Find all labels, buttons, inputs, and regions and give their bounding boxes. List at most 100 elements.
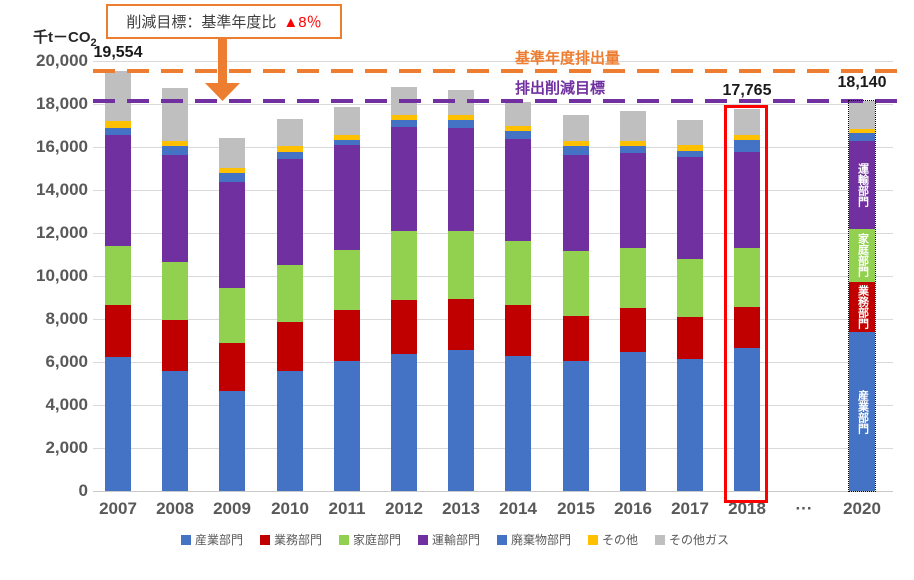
- x-tick-label: 2015: [557, 499, 595, 518]
- bar-segment: [505, 101, 531, 126]
- legend-swatch-icon: [497, 534, 507, 545]
- in-bar-segment-label: 家庭部門: [856, 233, 869, 278]
- bar-segment: [105, 304, 131, 358]
- bar-segment: [734, 139, 760, 152]
- bar-segment: [448, 127, 474, 231]
- bar-segment: [849, 128, 875, 133]
- bar-segment: [677, 259, 703, 318]
- bar-segment: [219, 168, 245, 174]
- bar-segment: [105, 245, 131, 305]
- bar-segment: [277, 322, 303, 372]
- bar-segment: [677, 317, 703, 359]
- bar-segment: [849, 132, 875, 141]
- bar-segment: [334, 310, 360, 361]
- bar-segment: [563, 250, 589, 316]
- bar-segment: [334, 145, 360, 250]
- y-tick-label: 8,000: [45, 309, 88, 328]
- bar-segment: [277, 265, 303, 323]
- bar-segment: [391, 299, 417, 354]
- bar-segment: [677, 359, 703, 491]
- value-label-2020: 18,140: [837, 74, 887, 91]
- x-tick-label: 2017: [671, 499, 709, 518]
- y-tick-label: 0: [78, 481, 88, 500]
- bar-segment: [162, 371, 188, 491]
- highlight-box-2018: [724, 105, 768, 503]
- gridline: [93, 319, 893, 320]
- y-tick-label: 12,000: [36, 223, 88, 242]
- y-tick-label: 20,000: [36, 51, 88, 70]
- down-arrow-icon: [205, 36, 240, 101]
- legend-item: 産業部門: [180, 531, 243, 548]
- bar-segment: [391, 230, 417, 300]
- x-tick-label: 2018: [728, 499, 766, 518]
- bar-segment: [734, 348, 760, 491]
- bar-segment: [219, 343, 245, 392]
- bar-segment: [677, 157, 703, 259]
- bar-segment: [219, 182, 245, 289]
- bar-segment: [334, 106, 360, 135]
- legend-swatch-icon: [259, 534, 270, 545]
- x-tick-label: 2016: [614, 499, 652, 518]
- y-tick-label: 4,000: [45, 395, 88, 414]
- x-tick-label: 2008: [156, 499, 194, 518]
- bar-segment: [563, 315, 589, 361]
- annotation-highlight-text: ▲8％: [283, 14, 322, 31]
- bar-segment: [677, 145, 703, 151]
- gridline: [93, 233, 893, 234]
- bar-segment: 産業部門: [849, 332, 875, 491]
- bar-segment: [105, 70, 131, 121]
- y-tick-label: 10,000: [36, 266, 88, 285]
- bar-segment: [677, 120, 703, 145]
- legend-label: 運輸部門: [431, 533, 480, 547]
- gridline: [93, 61, 893, 62]
- bar-segment: [620, 153, 646, 249]
- bar-segment: [162, 262, 188, 320]
- x-tick-label: ···: [795, 499, 813, 518]
- bar-segment: [105, 128, 131, 135]
- bar-segment: [734, 151, 760, 249]
- gridline: [93, 276, 893, 277]
- bar-segment: [448, 350, 474, 491]
- legend-swatch-icon: [338, 534, 349, 545]
- bar-segment: [277, 151, 303, 159]
- bar-segment: [505, 139, 531, 241]
- bar-segment: [563, 140, 589, 147]
- bar-segment: [219, 138, 245, 169]
- x-tick-label: 2007: [99, 499, 137, 518]
- legend-label: 家庭部門: [352, 533, 401, 547]
- bar-segment: [849, 101, 875, 129]
- bar-segment: [620, 146, 646, 154]
- bar-segment: [162, 146, 188, 155]
- legend: 産業部門 業務部門 家庭部門 運輸部門 廃棄物部門 その他 その他ガス: [155, 531, 755, 548]
- bar-segment: [505, 130, 531, 140]
- bar-segment: [391, 353, 417, 491]
- gridline: [93, 448, 893, 449]
- legend-swatch-icon: [588, 534, 599, 545]
- bar-segment: [448, 299, 474, 350]
- bar-segment: [162, 320, 188, 372]
- bar-segment: [334, 139, 360, 146]
- bar-segment: [391, 127, 417, 231]
- bar-segment: 運輸部門: [849, 140, 875, 229]
- bar-segment: [563, 155, 589, 251]
- legend-item: その他ガス: [655, 531, 729, 548]
- x-tick-label: 2012: [385, 499, 423, 518]
- bar-segment: [505, 240, 531, 305]
- in-bar-segment-label: 産業部門: [856, 389, 869, 434]
- bar-segment: [448, 120, 474, 128]
- ref-line-label-baseline-emissions: 基準年度排出量: [515, 50, 621, 67]
- x-axis-line: [93, 491, 893, 492]
- legend-label: その他ガス: [669, 533, 730, 547]
- projection-bar-border: [848, 100, 876, 492]
- bar-segment: [505, 305, 531, 357]
- bar-segment: [162, 141, 188, 147]
- bar-segment: [105, 135, 131, 246]
- legend-item: 業務部門: [259, 531, 322, 548]
- legend-label: 廃棄物部門: [511, 533, 572, 547]
- bar-segment: [620, 110, 646, 141]
- bar-segment: 家庭部門: [849, 229, 875, 282]
- bar-segment: [277, 119, 303, 147]
- x-tick-label: 2011: [328, 499, 366, 518]
- legend-swatch-icon: [417, 534, 428, 545]
- y-tick-label: 14,000: [36, 180, 88, 199]
